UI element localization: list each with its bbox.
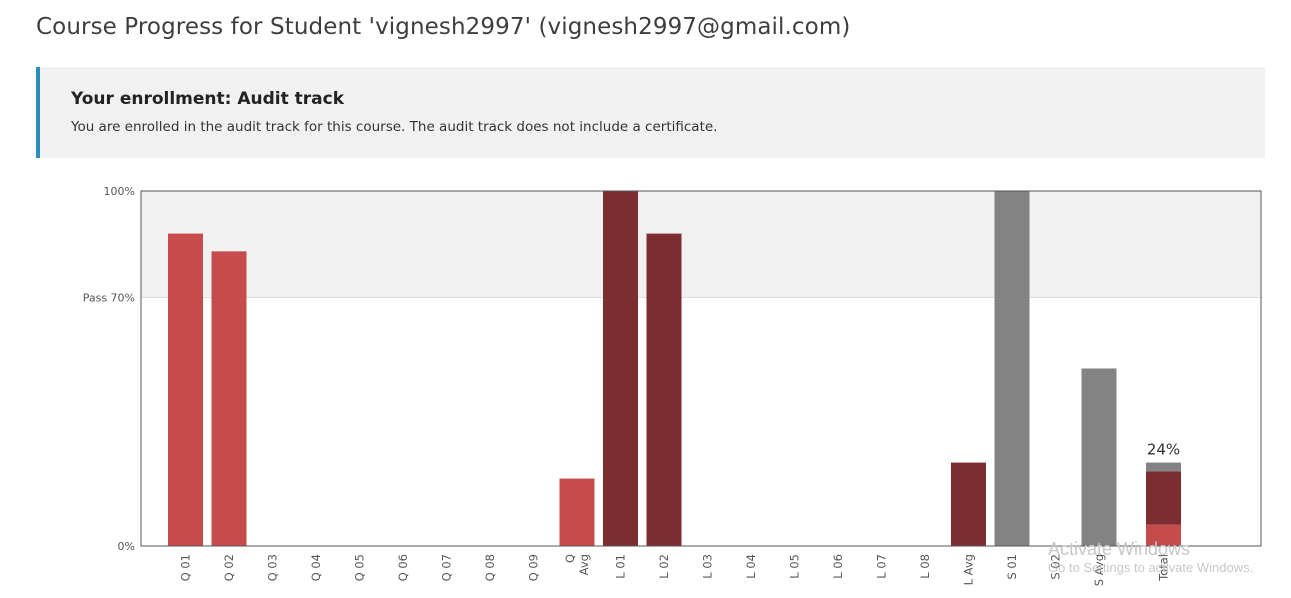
- x-tick-text: L 08: [918, 554, 932, 579]
- x-tick-label: S 01: [1005, 554, 1019, 580]
- x-tick-label: Total: [1157, 554, 1171, 582]
- x-tick-text: S 02: [1049, 554, 1063, 580]
- x-tick-label: Q 03: [266, 554, 280, 581]
- x-tick-label: Q 06: [396, 554, 410, 581]
- bar: [994, 191, 1030, 546]
- x-tick-text: Q 08: [483, 554, 497, 581]
- x-tick-text: L Avg: [962, 554, 976, 585]
- bar: [559, 478, 595, 546]
- x-tick-label: L 02: [657, 554, 671, 579]
- x-tick-label: Q 05: [353, 554, 367, 581]
- x-tick-label: Q 07: [440, 554, 454, 581]
- total-bar-segment: [1146, 471, 1181, 525]
- y-tick-label: Pass 70%: [83, 292, 135, 305]
- x-tick-text: L 05: [788, 554, 802, 579]
- total-value-label: 24%: [1147, 441, 1180, 459]
- x-tick-text: Q 09: [527, 554, 541, 581]
- x-tick-text: L 02: [657, 554, 671, 579]
- x-tick-label: Q 01: [179, 554, 193, 581]
- x-tick-text: Q: [563, 554, 577, 563]
- enrollment-notice: Your enrollment: Audit track You are enr…: [36, 67, 1265, 158]
- y-tick-label: 100%: [104, 185, 135, 198]
- x-tick-text: L 01: [614, 554, 628, 579]
- x-tick-label: L Avg: [962, 554, 976, 585]
- x-tick-label: S Avg: [1092, 554, 1106, 586]
- page-title: Course Progress for Student 'vignesh2997…: [36, 14, 851, 40]
- x-tick-text: Q 05: [353, 554, 367, 581]
- x-tick-text: S 01: [1005, 554, 1019, 580]
- x-tick-text: S Avg: [1092, 554, 1106, 586]
- progress-chart: 0% Pass 70% 100% Q 01 Q 02 Q 03 Q 04 Q 05 Q 06 Q …: [83, 185, 1262, 586]
- x-tick-label: L 04: [744, 554, 758, 579]
- x-tick-text: L 04: [744, 554, 758, 579]
- x-tick-label: L 03: [701, 554, 715, 579]
- x-tick-label: Q 08: [483, 554, 497, 581]
- x-tick-text: Q 04: [309, 554, 323, 581]
- enrollment-message: You are enrolled in the audit track for …: [71, 119, 718, 135]
- x-tick-text: Q 01: [179, 554, 193, 581]
- bar: [211, 251, 247, 546]
- x-tick-label: L 07: [875, 554, 889, 579]
- enrollment-title: Your enrollment: Audit track: [71, 89, 345, 109]
- passing-band: [141, 191, 1261, 298]
- x-tick-label: L 06: [831, 554, 845, 579]
- x-tick-label: Q 04: [309, 554, 323, 581]
- x-tick-text: L 03: [701, 554, 715, 579]
- x-tick-text: Avg: [577, 554, 591, 575]
- x-tick-label: Q Avg: [563, 554, 591, 575]
- plot-frame: [140, 190, 1262, 547]
- total-bar-segment: [1146, 462, 1181, 472]
- x-tick-label: L 05: [788, 554, 802, 579]
- x-tick-text: L 07: [875, 554, 889, 579]
- x-tick-label: Q 02: [222, 554, 236, 581]
- x-tick-label: L 01: [614, 554, 628, 579]
- bar: [951, 462, 986, 546]
- bar: [168, 233, 203, 546]
- x-tick-label: Q 09: [527, 554, 541, 581]
- y-tick-label: 0%: [118, 540, 135, 553]
- total-bar-segment: [1146, 524, 1181, 546]
- x-tick-text: L 06: [831, 554, 845, 579]
- x-tick-text: Q 06: [396, 554, 410, 581]
- bar: [603, 191, 638, 546]
- bar: [1081, 368, 1117, 546]
- x-tick-label: L 08: [918, 554, 932, 579]
- x-tick-text: Q 02: [222, 554, 236, 581]
- x-tick-text: Q 03: [266, 554, 280, 581]
- x-tick-text: Total: [1157, 554, 1171, 582]
- bar: [646, 233, 682, 546]
- x-tick-text: Q 07: [440, 554, 454, 581]
- x-tick-label: S 02: [1049, 554, 1063, 580]
